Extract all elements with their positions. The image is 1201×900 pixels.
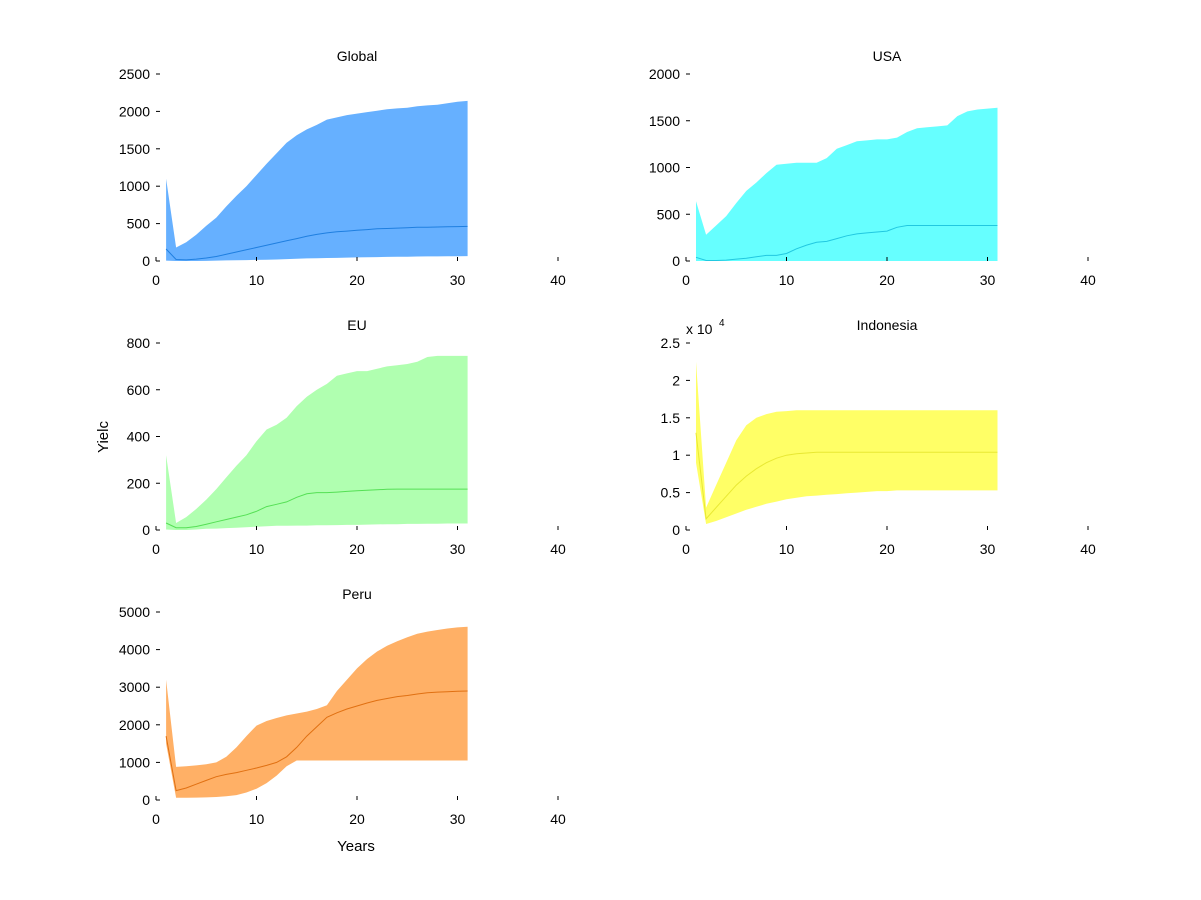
median-line-eu bbox=[165, 488, 468, 529]
y-tick-label: 0 bbox=[142, 253, 150, 269]
x-tick-label: 40 bbox=[550, 541, 566, 557]
x-tick-label: 10 bbox=[249, 811, 265, 827]
y-exponent-power: 4 bbox=[719, 318, 725, 329]
x-tick-label: 10 bbox=[249, 272, 265, 288]
x-tick-label: 30 bbox=[980, 541, 996, 557]
y-tick-label: 0 bbox=[142, 522, 150, 538]
x-tick-label: 20 bbox=[879, 541, 895, 557]
subplot-usa: 0 10 20 30 40 0 500 1000 1500 2000 USA bbox=[649, 48, 1096, 288]
y-tick-label: 0 bbox=[672, 253, 680, 269]
band-area-usa bbox=[696, 107, 998, 261]
median-line-indonesia bbox=[695, 432, 998, 520]
subplot-title-eu: EU bbox=[347, 317, 366, 333]
x-tick-label: 0 bbox=[682, 541, 690, 557]
median-line-global bbox=[165, 225, 468, 261]
subplot-title-indonesia: Indonesia bbox=[857, 317, 918, 333]
y-tick-label: 1000 bbox=[119, 178, 150, 194]
y-tick-label: 1000 bbox=[119, 754, 150, 770]
y-tick-label: 1000 bbox=[649, 160, 680, 176]
band-area-peru bbox=[166, 626, 468, 798]
y-tick-label: 5000 bbox=[119, 604, 150, 620]
subplot-title-peru: Peru bbox=[342, 586, 372, 602]
y-axis-label: Yielc bbox=[95, 421, 112, 453]
x-axis-label: Years bbox=[337, 838, 375, 855]
y-tick-label: 2.5 bbox=[661, 335, 681, 351]
x-tick-label: 10 bbox=[249, 541, 265, 557]
x-tick-label: 0 bbox=[152, 541, 160, 557]
median-line-peru bbox=[165, 690, 468, 792]
x-tick-label: 20 bbox=[349, 272, 365, 288]
y-tick-label: 1.5 bbox=[661, 410, 681, 426]
band-area-eu bbox=[166, 355, 468, 530]
y-tick-label: 800 bbox=[127, 335, 151, 351]
y-tick-label: 2000 bbox=[119, 717, 150, 733]
y-tick-label: 200 bbox=[127, 475, 151, 491]
x-tick-label: 30 bbox=[450, 811, 466, 827]
subplot-indonesia: 0 10 20 30 40 0 0.5 1 1.5 2 2.5 Indonesia x 10 4 bbox=[661, 317, 1096, 557]
y-tick-label: 2 bbox=[672, 372, 680, 388]
subplot-title-usa: USA bbox=[873, 48, 902, 64]
x-tick-label: 40 bbox=[550, 811, 566, 827]
band-area-indonesia bbox=[696, 361, 998, 524]
y-tick-label: 0 bbox=[672, 522, 680, 538]
x-tick-label: 10 bbox=[779, 272, 795, 288]
x-tick-label: 0 bbox=[682, 272, 690, 288]
x-tick-label: 40 bbox=[550, 272, 566, 288]
y-tick-label: 0.5 bbox=[661, 485, 681, 501]
x-tick-label: 40 bbox=[1080, 272, 1096, 288]
x-tick-label: 20 bbox=[349, 811, 365, 827]
x-tick-label: 10 bbox=[779, 541, 795, 557]
median-line-usa bbox=[695, 225, 998, 261]
y-tick-label: 0 bbox=[142, 792, 150, 808]
band-area-global bbox=[166, 100, 468, 262]
y-tick-label: 1500 bbox=[119, 141, 150, 157]
y-tick-label: 2000 bbox=[119, 103, 150, 119]
subplot-peru: 0 10 20 30 40 0 1000 2000 3000 4000 5000 Peru bbox=[119, 586, 566, 827]
y-exponent-label: x 10 bbox=[686, 321, 713, 337]
y-tick-label: 1 bbox=[672, 447, 680, 463]
subplot-global: 0 10 20 30 40 0 500 1000 1500 2000 2500 Global bbox=[119, 48, 566, 288]
y-tick-label: 2000 bbox=[649, 66, 680, 82]
y-tick-label: 2500 bbox=[119, 66, 150, 82]
x-tick-label: 40 bbox=[1080, 541, 1096, 557]
y-tick-label: 3000 bbox=[119, 679, 150, 695]
y-tick-label: 4000 bbox=[119, 642, 150, 658]
x-tick-label: 0 bbox=[152, 272, 160, 288]
x-tick-label: 0 bbox=[152, 811, 160, 827]
subplot-title-global: Global bbox=[337, 48, 377, 64]
y-tick-label: 500 bbox=[657, 206, 681, 222]
y-tick-label: 1500 bbox=[649, 113, 680, 129]
x-tick-label: 30 bbox=[450, 541, 466, 557]
y-tick-label: 500 bbox=[127, 216, 151, 232]
y-tick-label: 600 bbox=[127, 382, 151, 398]
y-tick-label: 400 bbox=[127, 429, 151, 445]
x-tick-label: 30 bbox=[450, 272, 466, 288]
x-tick-label: 20 bbox=[349, 541, 365, 557]
x-tick-label: 30 bbox=[980, 272, 996, 288]
x-tick-label: 20 bbox=[879, 272, 895, 288]
